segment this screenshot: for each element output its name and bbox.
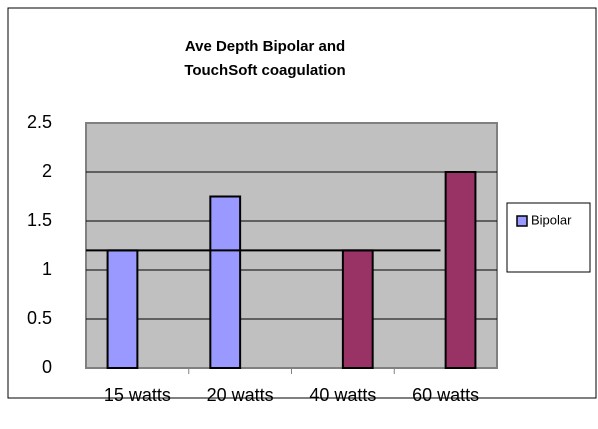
y-tick-label: 2 [42, 161, 52, 181]
legend-box [506, 202, 591, 273]
plot-area [85, 122, 498, 369]
x-tick-label: 40 watts [309, 385, 376, 405]
y-tick-label: 1.5 [27, 210, 52, 230]
y-tick-label: 0.5 [27, 308, 52, 328]
chart-title: Ave Depth Bipolar and [185, 38, 345, 55]
x-tick-label: 60 watts [412, 385, 479, 405]
bar [209, 195, 242, 369]
x-tick-label: 20 watts [207, 385, 274, 405]
bar [444, 171, 477, 369]
x-tick-label: 15 watts [104, 385, 171, 405]
y-tick-label: 2.5 [27, 112, 52, 132]
y-tick-label: 1 [42, 259, 52, 279]
chart-title: TouchSoft coagulation [184, 62, 345, 79]
bar [106, 249, 139, 369]
legend-label: Bipolar [531, 212, 572, 227]
bar [341, 249, 374, 369]
y-tick-label: 0 [42, 357, 52, 377]
legend-swatch [516, 215, 528, 227]
